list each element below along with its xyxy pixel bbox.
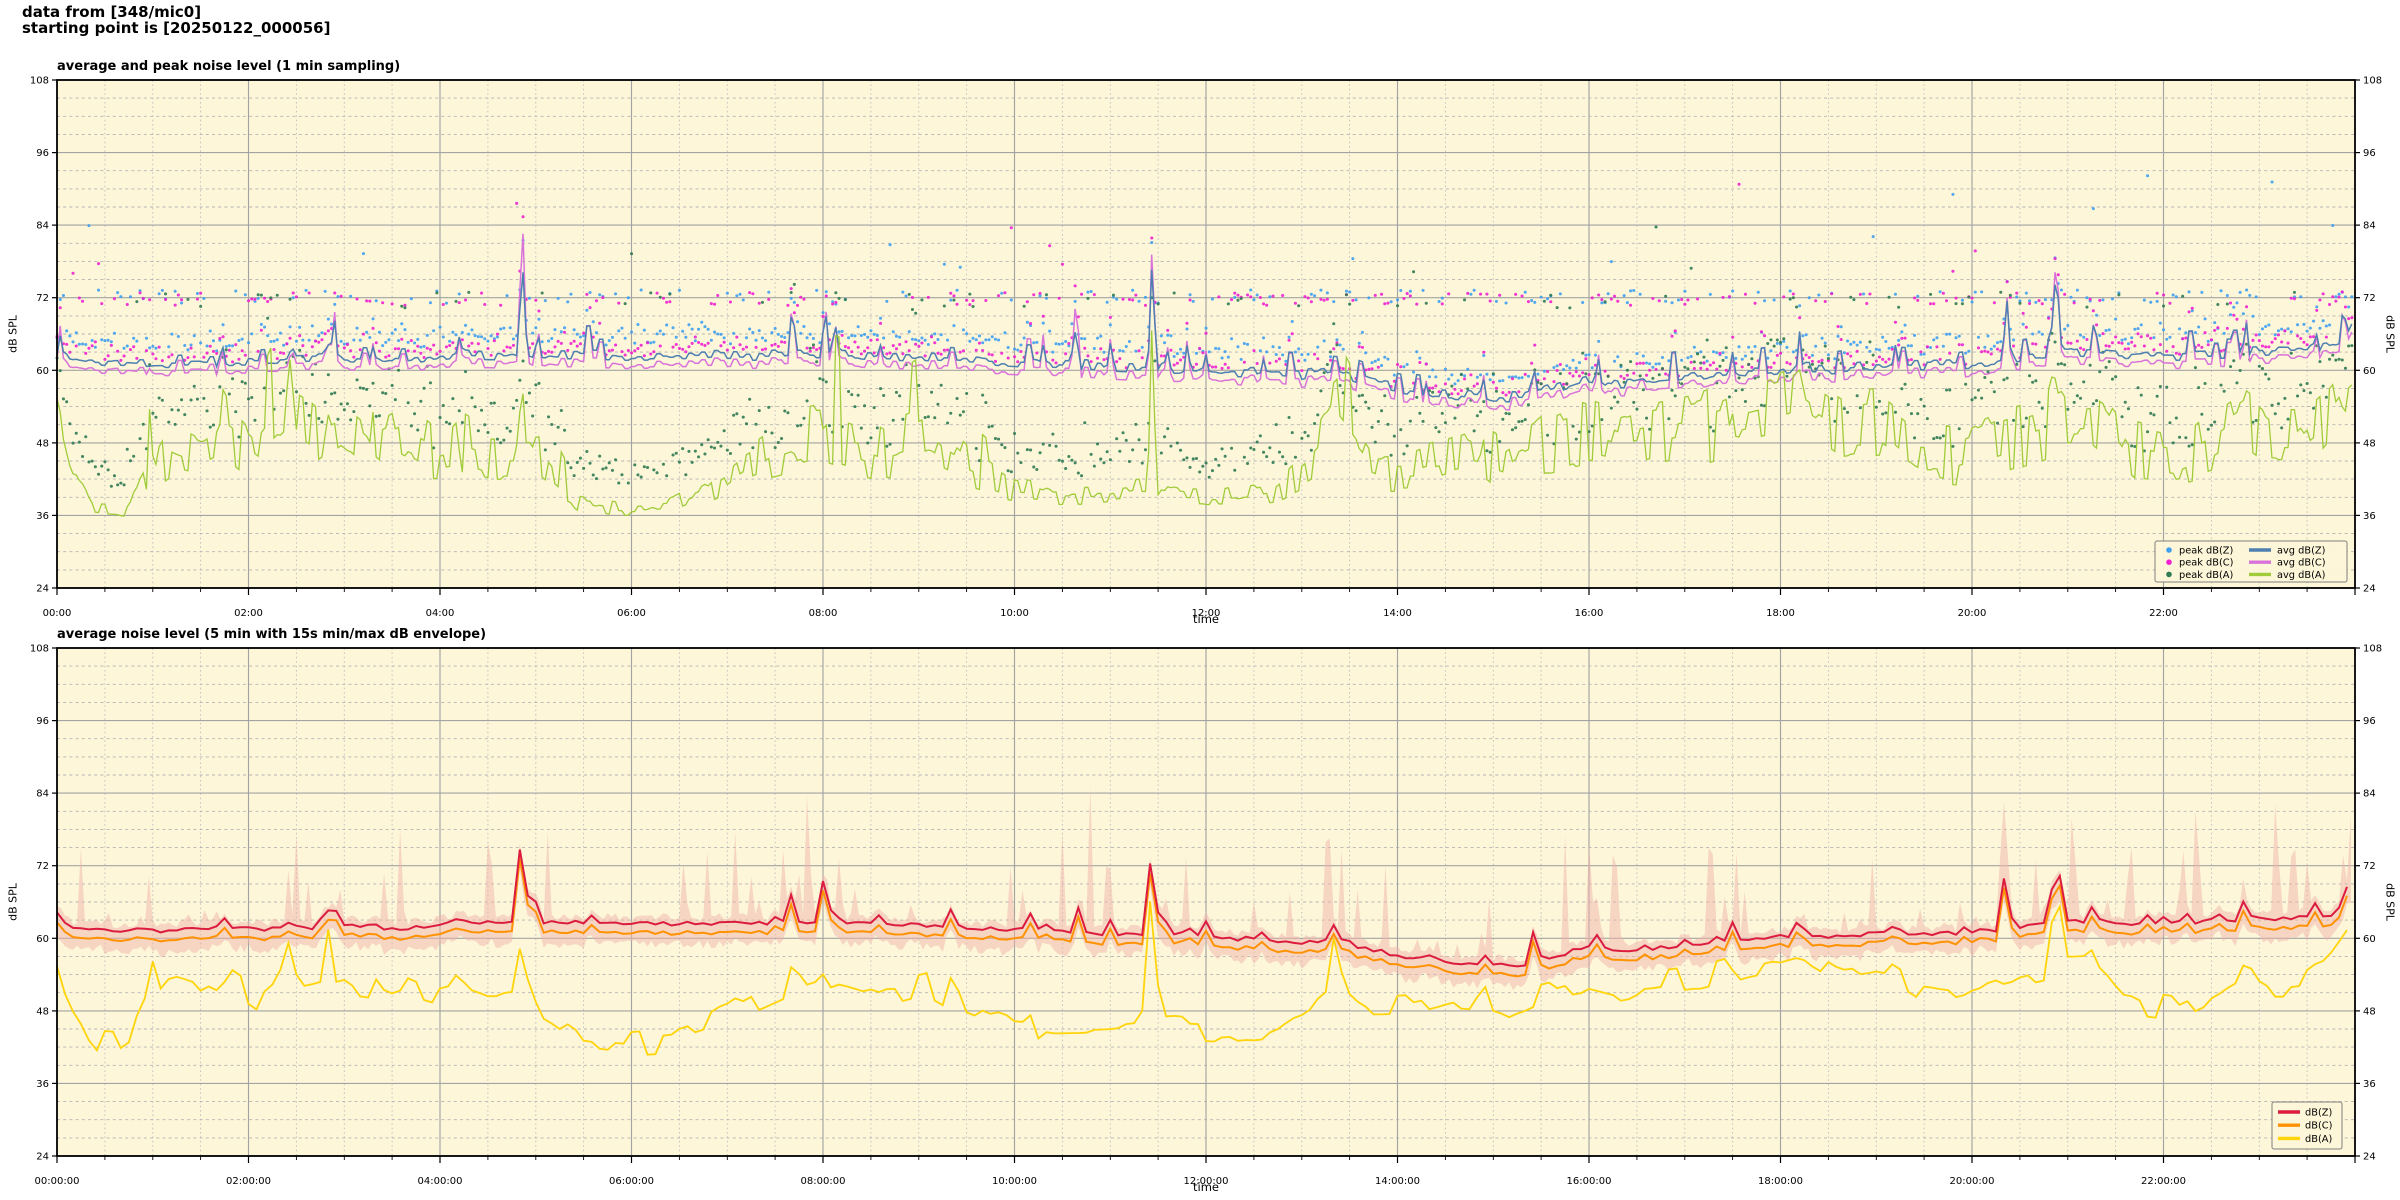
figure-title-line2: starting point is [20250122_000056]: [22, 19, 331, 37]
chart1-ytick-label-left: 48: [36, 438, 49, 449]
series-avg-dbz: [56, 269, 2353, 403]
chart1-xtick-label: 20:00: [1958, 608, 1987, 619]
chart1-ytick-label-left: 96: [36, 148, 49, 159]
chart2-axes: 00:00:00 02:00:00 04:00:00 06:00:00 08:00:00…: [30, 644, 2382, 1188]
chart2-xtick-label: 06:00:00: [609, 1176, 654, 1187]
chart2-ytick-label-right: 60: [2363, 934, 2376, 945]
chart2-legend-label: dB(A): [2305, 1134, 2332, 1145]
chart2-xtick-label: 22:00:00: [2141, 1176, 2186, 1187]
chart1-ytick-label-right: 24: [2363, 584, 2376, 595]
chart2-ytick-label-right: 36: [2363, 1079, 2376, 1090]
chart1-ytick-label-right: 72: [2363, 293, 2376, 304]
chart1-legend-label: peak dB(A): [2179, 570, 2233, 581]
chart2-grid: [56, 647, 2355, 1157]
series-avg-dba: [56, 330, 2353, 517]
chart2-ytick-label-left: 96: [36, 716, 49, 727]
chart2-xtick-label: 10:00:00: [992, 1176, 1037, 1187]
chart1-legend-label: peak dB(Z): [2179, 545, 2233, 556]
chart2-xtick-label: 12:00:00: [1184, 1176, 1229, 1187]
series-db-a: [56, 901, 2348, 1056]
chart1-legend-label: peak dB(C): [2179, 558, 2233, 569]
chart1-legend: peak dB(Z) peak dB(C)peak dB(A) avg dB(Z) a…: [2154, 540, 2348, 583]
chart1-title: average and peak noise level (1 min samp…: [57, 59, 401, 74]
chart2-legend-label: dB(C): [2305, 1121, 2332, 1132]
chart2-xtick-label: 18:00:00: [1758, 1176, 1803, 1187]
chart1-axes: 00:00 02:00 04:00 06:00 08:00 10:00 12:00 14:00…: [30, 76, 2382, 620]
chart1-xaxis-label: time: [1193, 612, 1219, 626]
chart2-ytick-label-left: 24: [36, 1152, 49, 1163]
chart2-ytick-label-right: 108: [2363, 644, 2382, 655]
chart1-ytick-label-left: 72: [36, 293, 49, 304]
chart1-ytick-label-left: 84: [36, 221, 49, 232]
chart1-ytick-label-left: 36: [36, 511, 49, 522]
chart2-ytick-label-right: 48: [2363, 1006, 2376, 1017]
chart2-xtick-label: 20:00:00: [1950, 1176, 1995, 1187]
chart1-legend-label: avg dB(A): [2277, 570, 2325, 581]
chart2-ytick-label-left: 72: [36, 861, 49, 872]
chart2-xtick-label: 08:00:00: [801, 1176, 846, 1187]
series-db-z: [56, 849, 2348, 968]
chart1-ytick-label-right: 48: [2363, 438, 2376, 449]
chart2-xtick-label: 14:00:00: [1375, 1176, 1420, 1187]
chart2-ytick-label-left: 84: [36, 789, 49, 800]
chart2-ytick-label-left: 48: [36, 1006, 49, 1017]
chart2-ytick-label-left: 36: [36, 1079, 49, 1090]
chart2-ytick-label-right: 24: [2363, 1152, 2376, 1163]
chart2-ytick-label-left: 108: [30, 644, 49, 655]
chart1-xtick-label: 06:00: [617, 608, 646, 619]
chart2-xtick-label: 00:00:00: [35, 1176, 80, 1187]
chart1-xtick-label: 10:00: [1000, 608, 1029, 619]
chart1-ytick-label-right: 36: [2363, 511, 2376, 522]
chart1-xtick-label: 22:00: [2149, 608, 2178, 619]
chart1-yaxis-label-left: dB SPL: [6, 315, 20, 353]
chart2-ytick-label-right: 72: [2363, 861, 2376, 872]
chart2-xtick-label: 04:00:00: [418, 1176, 463, 1187]
figure-title-line1: data from [348/mic0]: [22, 3, 202, 21]
chart1-xtick-label: 04:00: [426, 608, 455, 619]
chart2-xtick-label: 02:00:00: [226, 1176, 271, 1187]
chart2-yaxis-label-left: dB SPL: [6, 883, 20, 921]
chart1-xtick-label: 18:00: [1766, 608, 1795, 619]
chart1-ytick-label-right: 108: [2363, 76, 2382, 87]
chart1-ytick-label-left: 60: [36, 366, 49, 377]
chart1-ytick-label-left: 24: [36, 584, 49, 595]
chart2-ytick-label-left: 60: [36, 934, 49, 945]
chart1-ytick-label-left: 108: [30, 76, 49, 87]
chart2-legend-label: dB(Z): [2305, 1107, 2332, 1118]
chart1-xtick-label: 14:00: [1383, 608, 1412, 619]
chart1-xtick-label: 16:00: [1575, 608, 1604, 619]
chart2-ytick-label-right: 96: [2363, 716, 2376, 727]
chart1-yaxis-label-right: dB SPL: [2383, 315, 2397, 353]
chart1-xtick-label: 12:00: [1192, 608, 1221, 619]
chart1-xtick-label: 00:00: [43, 608, 72, 619]
chart1-xtick-label: 02:00: [234, 608, 263, 619]
chart2-ytick-label-right: 84: [2363, 789, 2376, 800]
chart2-title: average noise level (5 min with 15s min/…: [57, 627, 487, 642]
chart1-legend-label: avg dB(Z): [2277, 545, 2325, 556]
chart2-yaxis-label-right: dB SPL: [2383, 883, 2397, 921]
series-envelope: [57, 787, 2351, 991]
chart2-xaxis-label: time: [1193, 1180, 1219, 1194]
chart1-ytick-label-right: 84: [2363, 221, 2376, 232]
chart1-legend-label: avg dB(C): [2277, 558, 2326, 569]
chart2-legend: dB(Z) dB(C) dB(A): [2271, 1101, 2343, 1150]
chart1-ytick-label-right: 60: [2363, 366, 2376, 377]
chart2-xtick-label: 16:00:00: [1567, 1176, 1612, 1187]
chart1-xtick-label: 08:00: [809, 608, 838, 619]
series-db-c: [56, 858, 2348, 978]
chart1-ytick-label-right: 96: [2363, 148, 2376, 159]
